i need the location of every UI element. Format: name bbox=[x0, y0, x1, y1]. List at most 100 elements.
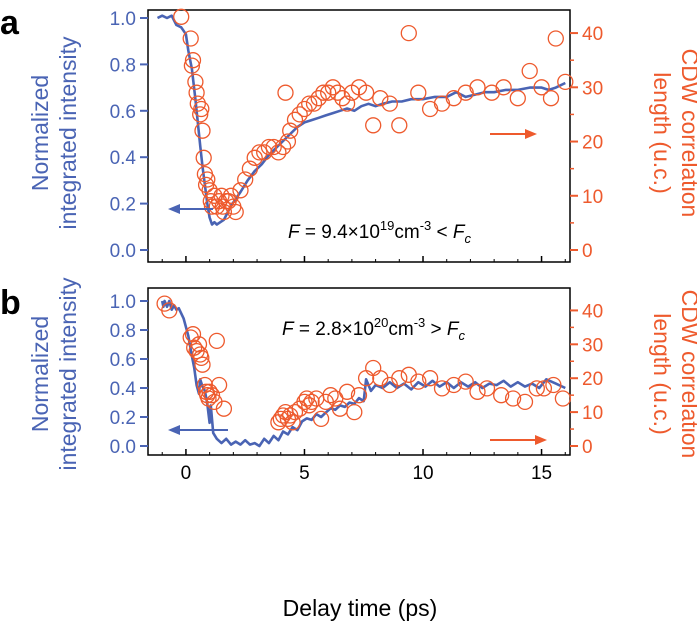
panel-b-correlation-point-36 bbox=[322, 387, 339, 404]
panel-b-correlation-point-61 bbox=[554, 390, 572, 407]
panel-a-right-ylabel: CDW correlation length (u.c.) bbox=[649, 49, 697, 218]
panel-a-correlation-point-36 bbox=[270, 144, 287, 161]
panel-a-correlation-point-3 bbox=[184, 52, 202, 69]
panel-a-left-ytick-label-0: 0.0 bbox=[110, 241, 136, 262]
panel-a-correlation-point-69 bbox=[509, 90, 526, 107]
panel-a-correlation-point-34 bbox=[260, 138, 278, 156]
panel-b-correlation-point-27 bbox=[286, 403, 304, 421]
panel-a-right-ytick-label-1: 10 bbox=[582, 187, 603, 208]
panel-b-annotation-fc: F bbox=[447, 319, 460, 340]
panel-b-ticks: 0 5 10 15 0.0 0.2 0.4 0.6 0.8 1.0 0 10 20 30 40 bbox=[110, 292, 604, 484]
panel-a-correlation-point-55 bbox=[357, 84, 375, 101]
panel-a-correlation-point-46 bbox=[310, 90, 327, 107]
panel-a-frame bbox=[147, 9, 571, 263]
panel-b-correlation-point-56 bbox=[504, 390, 522, 407]
panel-a-correlation-point-63 bbox=[433, 95, 451, 112]
panel-b-left-ytick-label-5: 1.0 bbox=[110, 292, 136, 313]
panel-a-correlation-point-2 bbox=[183, 57, 201, 74]
panel-b-right-ytick-label-2: 20 bbox=[582, 369, 603, 390]
panel-a-left-ylabel-line1: Normalized bbox=[27, 75, 53, 191]
panel-a-correlation-point-5 bbox=[188, 84, 205, 101]
panel-a-right-ytick-label-2: 20 bbox=[582, 133, 603, 154]
panel-b-correlation-point-37 bbox=[327, 390, 344, 407]
panel-a-correlation-point-52 bbox=[338, 95, 356, 112]
panel-a-correlation-point-45 bbox=[305, 95, 323, 112]
panel-a-correlation-point-35 bbox=[265, 138, 282, 156]
panel-a-correlation-point-30 bbox=[241, 160, 259, 177]
panel-a-correlation-point-39 bbox=[279, 133, 297, 150]
panel-a-right-ylabel-line2: length (u.c.) bbox=[649, 72, 675, 193]
panel-a-letter: a bbox=[0, 4, 20, 42]
panel-b-left-ylabel-line2: integrated intensity bbox=[55, 277, 81, 471]
panel-b-left-ytick-label-2: 0.4 bbox=[110, 379, 137, 400]
panel-b-correlation-points bbox=[156, 295, 572, 431]
panel-b-right-ytick-label-3: 30 bbox=[582, 335, 603, 356]
panel-a-correlation-point-41 bbox=[286, 111, 304, 128]
panel-a-correlation-point-33 bbox=[256, 144, 273, 161]
panel-a-right-ytick-label-0: 0 bbox=[582, 241, 593, 262]
panel-a-correlation-point-28 bbox=[232, 182, 249, 199]
panel-b-correlation-point-32 bbox=[303, 393, 320, 411]
panel-a-annotation-fc: F bbox=[453, 222, 466, 243]
panel-b-left-ytick-label-0: 0.0 bbox=[110, 437, 136, 458]
panel-a-annotation: F = 9.4×1019cm-3 < Fc bbox=[288, 218, 472, 246]
panel-b-correlation-point-49 bbox=[421, 370, 439, 387]
panel-b-right-ylabel: CDW correlation length (u.c.) bbox=[649, 290, 697, 459]
panel-a-right-ytick-label-3: 30 bbox=[582, 78, 603, 99]
panel-b-correlation-point-60 bbox=[545, 376, 562, 394]
panel-a-correlation-point-73 bbox=[547, 30, 564, 47]
panel-b-right-ytick-label-4: 40 bbox=[582, 301, 603, 322]
panel-b-correlation-point-51 bbox=[445, 376, 462, 394]
panel-b-correlation-point-50 bbox=[433, 380, 451, 397]
x-tick-label-1: 5 bbox=[299, 463, 310, 484]
panel-a-correlation-point-8 bbox=[193, 100, 210, 118]
x-tick-label-3: 15 bbox=[531, 463, 552, 484]
panel-b-correlation-point-39 bbox=[338, 383, 356, 400]
panel-a-left-ytick-label-5: 1.0 bbox=[110, 9, 136, 30]
panel-a-annotation-subscript: c bbox=[465, 231, 472, 246]
panel-b-correlation-point-43 bbox=[365, 359, 382, 377]
panel-a-correlation-point-32 bbox=[251, 144, 268, 161]
panel-b-annotation-exponent: 20 bbox=[374, 315, 388, 330]
panel-b-correlation-point-55 bbox=[493, 387, 510, 404]
x-tick-label-0: 0 bbox=[181, 463, 192, 484]
panel-a-correlation-point-68 bbox=[495, 79, 512, 96]
panel-b-correlation-point-29 bbox=[296, 393, 313, 411]
panel-b-correlation-point-6 bbox=[190, 336, 208, 353]
panel-b-annotation: F = 2.8×1020cm-3 > Fc bbox=[282, 315, 466, 343]
panel-a-correlation-point-72 bbox=[542, 90, 560, 107]
panel-a-correlation-point-7 bbox=[192, 106, 209, 123]
panel-a-correlation-point-38 bbox=[277, 84, 294, 101]
panel-b-right-ytick-label-0: 0 bbox=[582, 437, 593, 458]
panel-a-correlation-point-51 bbox=[334, 90, 351, 107]
panel-b-correlation-point-19 bbox=[215, 400, 233, 417]
panel-a-ticks: 0.0 0.2 0.4 0.6 0.8 1.0 0 10 20 30 40 bbox=[110, 9, 603, 262]
panel-b-right-ylabel-line2: length (u.c.) bbox=[649, 313, 675, 434]
x-axis-title: Delay time (ps) bbox=[283, 595, 438, 621]
panel-b-annotation-unit: cm bbox=[388, 319, 413, 340]
panel-b: b 0 5 10 15 0.0 0.2 0.4 0.6 0.8 1.0 0 10 20 30 40 F = … bbox=[0, 284, 603, 484]
panel-a-correlation-point-1 bbox=[182, 30, 199, 47]
panel-a-correlation-point-22 bbox=[215, 203, 233, 221]
panel-a-correlation-point-10 bbox=[195, 149, 212, 166]
panel-b-correlation-point-26 bbox=[284, 414, 301, 431]
panel-a-correlation-point-59 bbox=[391, 117, 408, 134]
panel-a-correlation-point-42 bbox=[291, 106, 308, 123]
panel-a-correlation-point-44 bbox=[301, 95, 318, 112]
panel-a-left-ytick-label-3: 0.6 bbox=[110, 102, 136, 123]
panel-b-correlation-point-53 bbox=[469, 383, 486, 400]
panel-a-correlation-point-4 bbox=[187, 73, 204, 91]
panel-a-left-ylabel-line2: integrated intensity bbox=[55, 36, 81, 230]
panel-a-correlation-point-40 bbox=[282, 122, 299, 139]
panel-b-annotation-prefix: = 2.8×10 bbox=[294, 319, 374, 340]
panel-a-correlation-point-25 bbox=[222, 187, 240, 204]
panel-b-correlation-point-2 bbox=[182, 329, 199, 346]
panel-a-right-ytick-label-4: 40 bbox=[582, 24, 603, 45]
panel-a-annotation-prefix: = 9.4×10 bbox=[300, 222, 380, 243]
panel-a-correlation-point-9 bbox=[194, 122, 211, 139]
panel-a-annotation-exponent: 19 bbox=[380, 218, 394, 233]
panel-a-annotation-unit-exponent: -3 bbox=[420, 218, 432, 233]
panel-a-correlation-point-47 bbox=[315, 84, 332, 101]
panel-b-correlation-point-41 bbox=[350, 387, 368, 404]
